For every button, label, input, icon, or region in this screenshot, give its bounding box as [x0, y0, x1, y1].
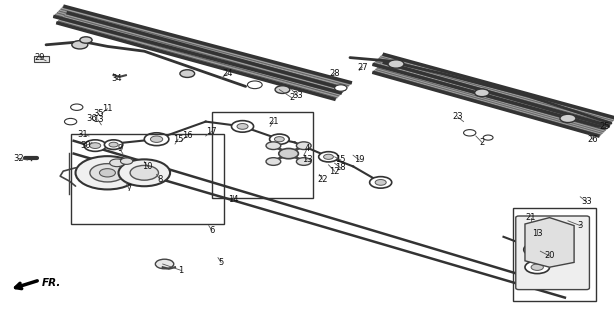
Text: 24: 24: [222, 69, 233, 78]
Circle shape: [80, 37, 92, 43]
Circle shape: [155, 259, 174, 269]
Text: 9: 9: [117, 144, 122, 153]
Bar: [71, 134, 224, 224]
Text: 21: 21: [526, 213, 537, 222]
Circle shape: [270, 134, 289, 144]
Circle shape: [375, 180, 386, 185]
Circle shape: [324, 154, 333, 159]
Circle shape: [104, 140, 123, 149]
Text: 16: 16: [182, 132, 193, 140]
Circle shape: [84, 140, 106, 151]
Text: 23: 23: [452, 112, 463, 121]
Text: 28: 28: [329, 69, 340, 78]
Text: 11: 11: [102, 104, 113, 113]
Circle shape: [297, 158, 311, 165]
Text: 13: 13: [93, 116, 104, 124]
Text: 1: 1: [179, 266, 184, 275]
Text: 19: 19: [354, 156, 365, 164]
Circle shape: [99, 169, 115, 177]
Circle shape: [475, 89, 489, 97]
Text: 32: 32: [13, 154, 24, 163]
Circle shape: [119, 159, 170, 186]
Circle shape: [266, 158, 281, 165]
Text: 33: 33: [292, 92, 303, 100]
Circle shape: [266, 142, 281, 149]
Text: 36: 36: [87, 114, 98, 123]
Circle shape: [130, 165, 158, 180]
Text: 2: 2: [480, 138, 484, 147]
Text: 22: 22: [317, 175, 328, 184]
Text: 21: 21: [268, 117, 279, 126]
Circle shape: [247, 81, 262, 89]
Text: 25: 25: [599, 122, 610, 131]
Text: 29: 29: [34, 53, 45, 62]
Text: 20: 20: [544, 252, 555, 260]
Text: 2: 2: [289, 93, 294, 102]
Text: 13: 13: [301, 156, 313, 164]
Circle shape: [275, 86, 290, 93]
Bar: [513, 208, 596, 301]
Text: 6: 6: [209, 226, 214, 235]
Circle shape: [90, 143, 101, 148]
Circle shape: [150, 136, 163, 142]
Circle shape: [530, 246, 544, 253]
Text: 35: 35: [93, 109, 104, 118]
Circle shape: [64, 118, 77, 125]
Text: 4: 4: [305, 144, 309, 153]
Circle shape: [524, 243, 551, 257]
Circle shape: [560, 114, 576, 123]
Text: 30: 30: [80, 141, 91, 150]
Circle shape: [231, 121, 254, 132]
Text: 7: 7: [126, 184, 131, 193]
Circle shape: [279, 148, 298, 159]
Text: 17: 17: [206, 127, 217, 136]
Text: FR.: FR.: [42, 278, 61, 288]
Text: 3: 3: [578, 221, 583, 230]
Circle shape: [110, 159, 125, 167]
Bar: [34, 56, 49, 62]
Text: 33: 33: [581, 197, 592, 206]
Circle shape: [388, 60, 404, 68]
Text: 27: 27: [357, 63, 368, 72]
Circle shape: [319, 152, 338, 162]
Circle shape: [90, 164, 125, 182]
Text: 8: 8: [157, 175, 162, 184]
Circle shape: [120, 158, 133, 164]
Circle shape: [464, 130, 476, 136]
Circle shape: [297, 142, 311, 149]
Circle shape: [180, 70, 195, 77]
Text: 10: 10: [142, 162, 153, 171]
Circle shape: [370, 177, 392, 188]
FancyBboxPatch shape: [516, 216, 589, 290]
Text: 14: 14: [228, 196, 239, 204]
Circle shape: [71, 104, 83, 110]
Text: 15: 15: [335, 156, 346, 164]
Text: 5: 5: [219, 258, 223, 267]
Circle shape: [237, 124, 248, 129]
Circle shape: [109, 142, 119, 147]
Circle shape: [335, 85, 347, 91]
Text: 31: 31: [77, 130, 88, 139]
Polygon shape: [525, 218, 574, 267]
Text: 18: 18: [335, 164, 346, 172]
Circle shape: [483, 135, 493, 140]
Text: 26: 26: [587, 135, 598, 144]
Text: 15: 15: [173, 135, 184, 144]
Circle shape: [531, 264, 543, 270]
Text: 13: 13: [532, 229, 543, 238]
Circle shape: [274, 137, 284, 142]
Bar: [212, 112, 313, 198]
Text: 12: 12: [329, 167, 340, 176]
Text: 34: 34: [111, 74, 122, 83]
Circle shape: [72, 41, 88, 49]
Circle shape: [76, 156, 139, 189]
Circle shape: [525, 261, 550, 274]
Circle shape: [144, 133, 169, 146]
